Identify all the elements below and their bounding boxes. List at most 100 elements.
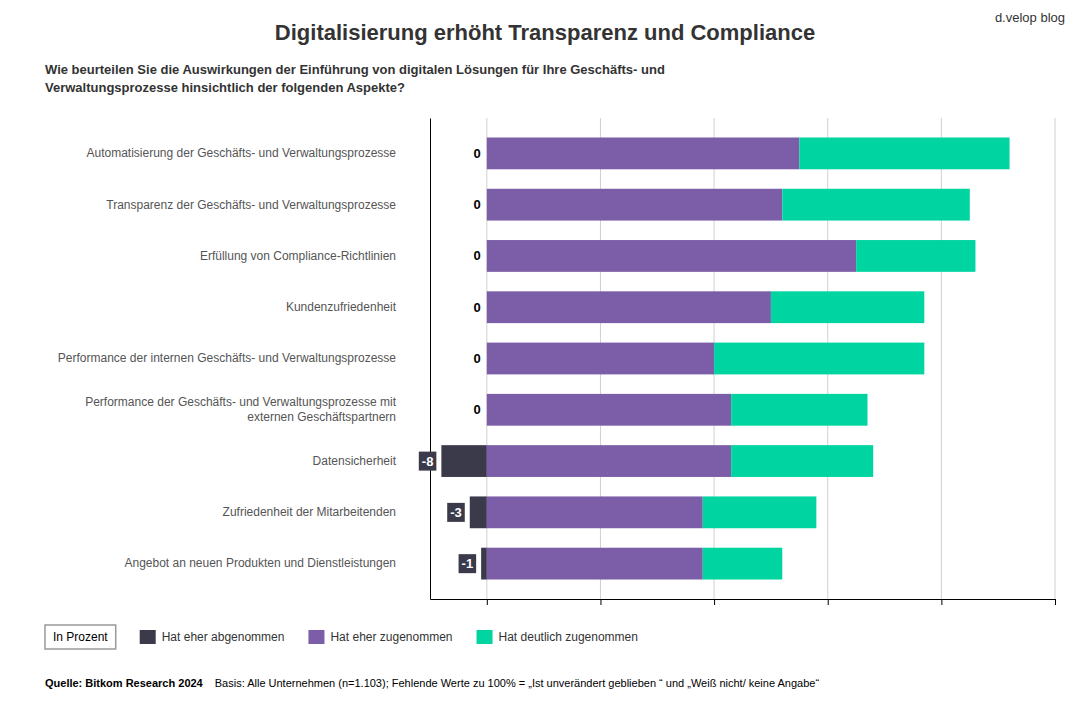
y-tick: Performance der internen Geschäfts- und …: [58, 351, 430, 365]
data-label-group: -8: [419, 452, 437, 471]
series: [703, 137, 1010, 579]
legend-label: Hat eher zugenommen: [330, 630, 452, 644]
y-tick: Performance der Geschäfts- und Verwaltun…: [85, 395, 430, 423]
grid: [487, 118, 1055, 599]
x-tick: [714, 599, 715, 605]
bar: [714, 343, 924, 375]
subtitle: Wie beurteilen Sie die Auswirkungen der …: [45, 62, 665, 77]
x-tick-mark: [600, 599, 601, 605]
x-tick: [600, 599, 601, 605]
y-tick: Transparenz der Geschäfts- und Verwaltun…: [106, 198, 430, 212]
y-tick: Erfüllung von Compliance-Richtlinien: [200, 249, 430, 263]
y-tick: Automatisierung der Geschäfts- und Verwa…: [87, 146, 431, 160]
x-tick-mark: [1055, 599, 1056, 605]
x-tick: [487, 599, 488, 605]
data-label: 0: [474, 248, 481, 263]
source: Quelle: Bitkom Research 2024 Basis: Alle …: [45, 677, 819, 689]
data-label: -1: [462, 556, 474, 571]
data-label-group: -3: [447, 503, 465, 522]
bar: [487, 394, 731, 426]
x-tick: [828, 599, 829, 605]
data-label-group: 0: [474, 197, 481, 212]
series: [441, 445, 486, 579]
data-label-box: [447, 503, 465, 522]
x-tick-mark: [487, 599, 488, 605]
bar: [487, 343, 714, 375]
bar: [731, 445, 873, 477]
y-tick-label: Automatisierung der Geschäfts- und Verwa…: [87, 146, 397, 160]
title: Digitalisierung erhöht Transparenz und C…: [275, 20, 815, 45]
data-label: 0: [474, 197, 481, 212]
data-label: -3: [450, 505, 462, 520]
data-label-group: 0: [474, 248, 481, 263]
bar: [487, 291, 771, 323]
bar: [487, 445, 731, 477]
y-axis: Automatisierung der Geschäfts- und Verwa…: [58, 119, 431, 600]
source-bold: Quelle: Bitkom Research 2024: [45, 677, 204, 689]
y-tick: Angebot an neuen Produkten und Dienstlei…: [124, 556, 430, 570]
data-label-group: 0: [474, 300, 481, 315]
y-tick-label: Datensicherheit: [313, 454, 397, 468]
y-tick-label: Kundenzufriedenheit: [286, 300, 397, 314]
legend-swatch: [140, 630, 156, 644]
data-label-group: -1: [459, 554, 477, 573]
y-tick: Zufriedenheit der Mitarbeitenden: [223, 505, 430, 519]
bars: [441, 137, 1009, 579]
data-labels: 0 0 0 0 0 0 -8 -3 -1: [419, 146, 481, 573]
bar: [782, 189, 970, 221]
y-tick-label: Erfüllung von Compliance-Richtlinien: [200, 249, 396, 263]
bar: [771, 291, 924, 323]
data-label-group: 0: [474, 351, 481, 366]
y-axis-line: [430, 119, 431, 600]
x-axis: [431, 599, 1056, 605]
data-label: -8: [422, 454, 434, 469]
bar: [856, 240, 975, 272]
bar: [487, 240, 856, 272]
x-tick: [941, 599, 942, 605]
legend: In Prozent Hat eher abgenommen Hat eher zu…: [45, 625, 638, 649]
data-label: 0: [474, 402, 481, 417]
bar: [703, 548, 783, 580]
bar: [470, 496, 487, 528]
unit-box-frame: [45, 625, 116, 649]
source-normal: Basis: Alle Unternehmen (n=1.103); Fehle…: [215, 677, 820, 689]
y-tick: Kundenzufriedenheit: [286, 300, 430, 314]
x-tick-mark: [714, 599, 715, 605]
unit-box: In Prozent: [45, 625, 116, 649]
x-axis-line: [431, 599, 1056, 600]
legend-swatch: [477, 630, 493, 644]
bar: [487, 137, 800, 169]
x-tick-mark: [828, 599, 829, 605]
y-tick-label: Zufriedenheit der Mitarbeitenden: [223, 505, 396, 519]
bar: [703, 496, 817, 528]
data-label-group: 0: [474, 402, 481, 417]
bar: [441, 445, 486, 477]
data-label: 0: [474, 351, 481, 366]
legend-swatch: [308, 630, 324, 644]
data-label-box: [459, 554, 477, 573]
grid-line: [1055, 118, 1056, 599]
brand: d.velop blog: [995, 10, 1065, 25]
data-label: 0: [474, 300, 481, 315]
bar: [487, 189, 782, 221]
x-tick: [1055, 599, 1056, 605]
bar: [799, 137, 1009, 169]
subtitle: Verwaltungsprozesse hinsichtlich der fol…: [45, 80, 405, 95]
legend-label: Hat eher abgenommen: [162, 630, 285, 644]
legend-item: Hat eher zugenommen: [308, 630, 452, 644]
bar: [731, 394, 867, 426]
y-tick: Datensicherheit: [313, 454, 430, 468]
bar: [487, 548, 703, 580]
chart: Digitalisierung erhöht Transparenz und C…: [0, 0, 1090, 709]
legend-label: Hat deutlich zugenommen: [499, 630, 638, 644]
data-label-box: [419, 452, 437, 471]
data-label: 0: [474, 146, 481, 161]
y-tick-label: Performance der Geschäfts- und Verwaltun…: [85, 395, 396, 423]
bar: [481, 548, 487, 580]
data-label-group: 0: [474, 146, 481, 161]
x-tick-mark: [941, 599, 942, 605]
plot: Automatisierung der Geschäfts- und Verwa…: [58, 118, 1056, 605]
legend-item: Hat eher abgenommen: [140, 630, 285, 644]
y-tick-label: Angebot an neuen Produkten und Dienstlei…: [124, 556, 396, 570]
bar: [487, 496, 703, 528]
